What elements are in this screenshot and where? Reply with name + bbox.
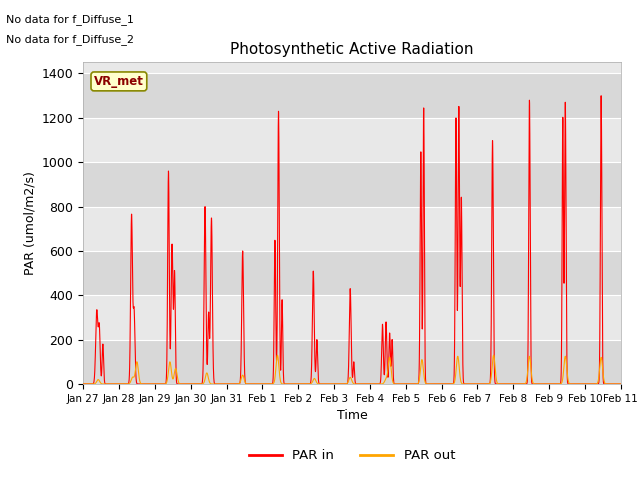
Title: Photosynthetic Active Radiation: Photosynthetic Active Radiation (230, 42, 474, 57)
Bar (83, 251, 621, 295)
Bar (83, 295, 621, 340)
Text: VR_met: VR_met (94, 75, 144, 88)
Bar (83, 206, 621, 251)
Bar (83, 73, 621, 118)
Text: No data for f_Diffuse_1: No data for f_Diffuse_1 (6, 14, 134, 25)
Bar (83, 118, 621, 162)
Y-axis label: PAR (umol/m2/s): PAR (umol/m2/s) (23, 171, 36, 275)
Bar (83, 340, 621, 384)
Text: No data for f_Diffuse_2: No data for f_Diffuse_2 (6, 34, 134, 45)
X-axis label: Time: Time (337, 409, 367, 422)
Bar (83, 162, 621, 206)
Legend: PAR in, PAR out: PAR in, PAR out (243, 444, 461, 468)
